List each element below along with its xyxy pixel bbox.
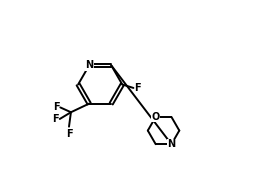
Text: F: F (134, 83, 141, 93)
Text: O: O (151, 112, 160, 122)
Text: F: F (53, 103, 59, 113)
Text: N: N (85, 60, 93, 70)
Text: F: F (52, 114, 59, 124)
Text: N: N (167, 139, 175, 149)
Text: F: F (66, 129, 72, 139)
